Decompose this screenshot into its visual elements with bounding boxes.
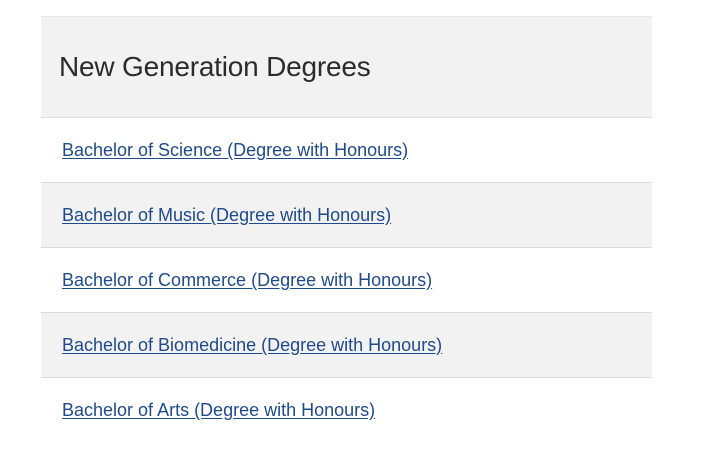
panel-title: New Generation Degrees [59, 51, 371, 82]
degrees-panel: New Generation Degrees Bachelor of Scien… [41, 16, 652, 442]
degree-link-biomedicine[interactable]: Bachelor of Biomedicine (Degree with Hon… [62, 334, 443, 355]
list-item: Bachelor of Biomedicine (Degree with Hon… [41, 312, 652, 377]
degree-link-arts[interactable]: Bachelor of Arts (Degree with Honours) [62, 399, 376, 420]
degree-link-commerce[interactable]: Bachelor of Commerce (Degree with Honour… [62, 269, 433, 290]
list-item: Bachelor of Arts (Degree with Honours) [41, 377, 652, 442]
list-item: Bachelor of Science (Degree with Honours… [41, 117, 652, 182]
list-item: Bachelor of Music (Degree with Honours) [41, 182, 652, 247]
list-item: Bachelor of Commerce (Degree with Honour… [41, 247, 652, 312]
degree-link-science[interactable]: Bachelor of Science (Degree with Honours… [62, 139, 409, 160]
degree-link-music[interactable]: Bachelor of Music (Degree with Honours) [62, 204, 392, 225]
panel-header: New Generation Degrees [41, 16, 652, 117]
degree-list: Bachelor of Science (Degree with Honours… [41, 117, 652, 442]
